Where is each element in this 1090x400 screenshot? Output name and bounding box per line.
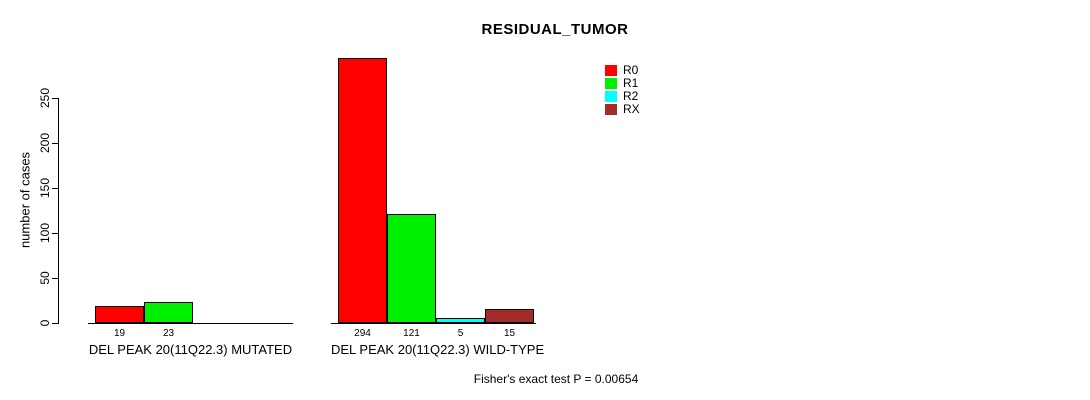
x-baseline bbox=[331, 323, 536, 324]
y-tick-mark bbox=[52, 233, 58, 234]
y-tick-label-text: 150 bbox=[38, 177, 52, 199]
legend-item-r0: R0 bbox=[605, 64, 640, 77]
x-category-label: DEL PEAK 20(11Q22.3) MUTATED bbox=[88, 342, 293, 357]
y-tick-mark bbox=[52, 278, 58, 279]
legend-item-rx: RX bbox=[605, 103, 640, 116]
bar-r2-1 bbox=[436, 318, 485, 323]
y-axis-label-text: number of cases bbox=[17, 151, 33, 249]
legend-swatch-r1 bbox=[605, 78, 617, 89]
bar-rx-1 bbox=[485, 309, 534, 323]
legend-swatch-r2 bbox=[605, 91, 617, 102]
bar-value-label: 294 bbox=[354, 328, 371, 339]
bar-value-label: 19 bbox=[113, 328, 126, 339]
y-tick-label-text: 250 bbox=[38, 87, 52, 109]
legend-label-r0: R0 bbox=[623, 63, 639, 77]
y-tick-label-text: 100 bbox=[38, 222, 52, 244]
legend-label-r2: R2 bbox=[623, 89, 639, 103]
bar-r0-1 bbox=[338, 58, 387, 323]
legend-item-r2: R2 bbox=[605, 90, 640, 103]
bar-r1-0 bbox=[144, 302, 193, 323]
x-baseline bbox=[88, 323, 293, 324]
bar-r1-1 bbox=[387, 214, 436, 323]
y-tick-label-text: 0 bbox=[38, 319, 52, 327]
bar-value-label: 5 bbox=[457, 328, 464, 339]
x-category-label: DEL PEAK 20(11Q22.3) WILD-TYPE bbox=[331, 342, 545, 357]
legend: R0 R1 R2 RX bbox=[605, 64, 640, 116]
stat-annotation: Fisher's exact test P = 0.00654 bbox=[473, 372, 639, 386]
bar-value-label: 23 bbox=[162, 328, 175, 339]
y-tick-mark bbox=[52, 323, 58, 324]
y-axis-line bbox=[58, 98, 59, 324]
bar-value-label: 15 bbox=[503, 328, 516, 339]
legend-swatch-rx bbox=[605, 104, 617, 115]
y-tick-label-text: 200 bbox=[38, 132, 52, 154]
chart-title: RESIDUAL_TUMOR bbox=[481, 21, 629, 38]
y-tick-mark bbox=[52, 98, 58, 99]
y-tick-mark bbox=[52, 188, 58, 189]
legend-item-r1: R1 bbox=[605, 77, 640, 90]
bar-value-label: 121 bbox=[403, 328, 420, 339]
y-tick-label-text: 50 bbox=[38, 271, 52, 285]
y-tick-mark bbox=[52, 143, 58, 144]
legend-label-rx: RX bbox=[623, 102, 640, 116]
bar-r0-0 bbox=[95, 306, 144, 323]
legend-swatch-r0 bbox=[605, 65, 617, 76]
legend-label-r1: R1 bbox=[623, 76, 639, 90]
